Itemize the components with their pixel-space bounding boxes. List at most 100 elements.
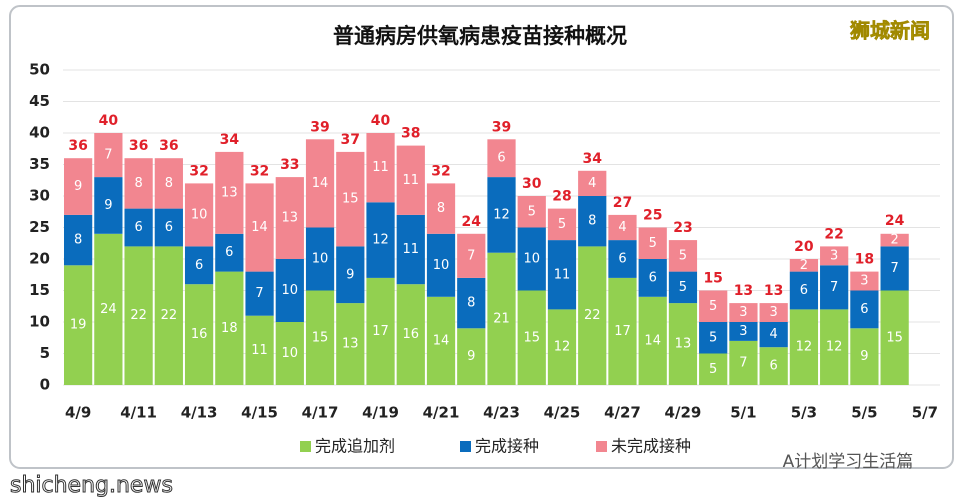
segment-label: 6 bbox=[860, 302, 868, 317]
segment-label: 7 bbox=[830, 280, 838, 295]
bar-segment bbox=[245, 183, 274, 272]
bar-segment bbox=[487, 177, 516, 253]
bar-segment bbox=[729, 340, 758, 385]
segment-label: 15 bbox=[886, 330, 903, 345]
segment-label: 7 bbox=[255, 286, 263, 301]
bar-segment bbox=[547, 208, 577, 241]
segment-label: 11 bbox=[251, 343, 268, 358]
bar-segment bbox=[457, 277, 486, 329]
bar-segment bbox=[305, 290, 335, 385]
x-tick-label: 4/13 bbox=[181, 404, 218, 422]
segment-label: 16 bbox=[191, 327, 208, 342]
bar-segment bbox=[396, 145, 425, 215]
bar-segment bbox=[789, 259, 819, 272]
bar-segment bbox=[366, 277, 395, 385]
segment-label: 19 bbox=[70, 318, 87, 333]
total-label: 20 bbox=[794, 239, 814, 255]
total-label: 36 bbox=[129, 138, 148, 154]
bar-segment bbox=[880, 290, 909, 385]
x-tick-label: 4/9 bbox=[65, 404, 91, 422]
bar-segment bbox=[94, 233, 123, 385]
bar-segment bbox=[426, 296, 456, 385]
segment-label: 15 bbox=[342, 192, 359, 207]
segment-label: 14 bbox=[251, 220, 268, 235]
total-label: 30 bbox=[522, 176, 542, 192]
segment-label: 5 bbox=[709, 299, 717, 314]
segment-label: 11 bbox=[403, 242, 420, 257]
segment-label: 15 bbox=[523, 330, 540, 345]
segment-label: 21 bbox=[493, 311, 510, 326]
total-label: 15 bbox=[703, 271, 722, 287]
bar-segment bbox=[699, 353, 728, 385]
total-label: 25 bbox=[643, 208, 662, 224]
segment-label: 3 bbox=[770, 305, 778, 320]
y-tick-label: 50 bbox=[29, 61, 50, 79]
segment-label: 5 bbox=[679, 248, 687, 263]
x-tick-label: 5/5 bbox=[851, 404, 877, 422]
segment-label: 5 bbox=[709, 362, 717, 377]
segment-label: 12 bbox=[826, 340, 843, 355]
bar-segment bbox=[245, 315, 274, 385]
y-tick-label: 40 bbox=[29, 124, 50, 142]
bar-segment bbox=[578, 246, 607, 385]
x-tick-label: 5/1 bbox=[730, 404, 756, 422]
segment-label: 10 bbox=[282, 346, 299, 361]
bar-segment bbox=[578, 170, 607, 196]
bar-segment bbox=[215, 233, 244, 272]
segment-label: 12 bbox=[493, 207, 510, 222]
x-tick-label: 4/27 bbox=[604, 404, 641, 422]
bar-segment bbox=[547, 240, 577, 310]
segment-label: 2 bbox=[890, 233, 898, 248]
bar-segment bbox=[880, 246, 909, 291]
bar-segment bbox=[275, 322, 304, 385]
bar-segment bbox=[184, 246, 214, 285]
bar-segment bbox=[547, 309, 577, 385]
segment-label: 14 bbox=[312, 176, 329, 191]
x-tick-label: 4/19 bbox=[362, 404, 399, 422]
total-label: 34 bbox=[582, 151, 602, 167]
segment-label: 10 bbox=[191, 207, 208, 222]
segment-label: 11 bbox=[403, 173, 420, 188]
segment-label: 6 bbox=[225, 245, 233, 260]
bar-segment bbox=[729, 322, 758, 341]
bar-segment bbox=[215, 271, 244, 385]
total-label: 24 bbox=[462, 214, 482, 230]
segment-label: 4 bbox=[618, 220, 626, 235]
bar-segment bbox=[578, 196, 607, 247]
x-tick-label: 4/29 bbox=[665, 404, 702, 422]
segment-label: 7 bbox=[467, 248, 475, 263]
segment-label: 9 bbox=[74, 179, 82, 194]
segment-label: 8 bbox=[437, 201, 445, 216]
watermark: 狮城新闻 bbox=[850, 19, 930, 43]
segment-label: 3 bbox=[860, 274, 868, 289]
segment-label: 5 bbox=[528, 204, 536, 219]
bar-segment bbox=[850, 328, 879, 385]
bar-segment bbox=[336, 303, 365, 385]
chart-title: 普通病房供氧病患疫苗接种概况 bbox=[333, 24, 627, 48]
bar-segment bbox=[366, 202, 395, 278]
bar-segment bbox=[124, 246, 153, 385]
bar-segment bbox=[275, 259, 304, 322]
segment-label: 14 bbox=[644, 333, 661, 348]
segment-label: 4 bbox=[770, 327, 778, 342]
segment-label: 22 bbox=[130, 308, 147, 323]
segment-label: 4 bbox=[588, 176, 596, 191]
bar-segment bbox=[366, 133, 395, 203]
segment-label: 9 bbox=[104, 198, 112, 213]
segment-label: 15 bbox=[312, 330, 329, 345]
segment-label: 7 bbox=[104, 148, 112, 163]
bar-segment bbox=[729, 303, 758, 322]
y-tick-label: 0 bbox=[40, 376, 50, 394]
bar-segment bbox=[64, 158, 93, 215]
segment-label: 7 bbox=[890, 261, 898, 276]
bar-segment bbox=[789, 271, 819, 310]
bar-segment bbox=[457, 328, 486, 385]
y-tick-label: 45 bbox=[29, 92, 50, 110]
total-label: 40 bbox=[99, 113, 119, 129]
x-tick-label: 4/17 bbox=[302, 404, 339, 422]
segment-label: 8 bbox=[165, 176, 173, 191]
bar-segment bbox=[880, 233, 909, 247]
bar-segment bbox=[336, 246, 365, 304]
segment-label: 6 bbox=[165, 220, 173, 235]
segment-label: 6 bbox=[134, 220, 142, 235]
